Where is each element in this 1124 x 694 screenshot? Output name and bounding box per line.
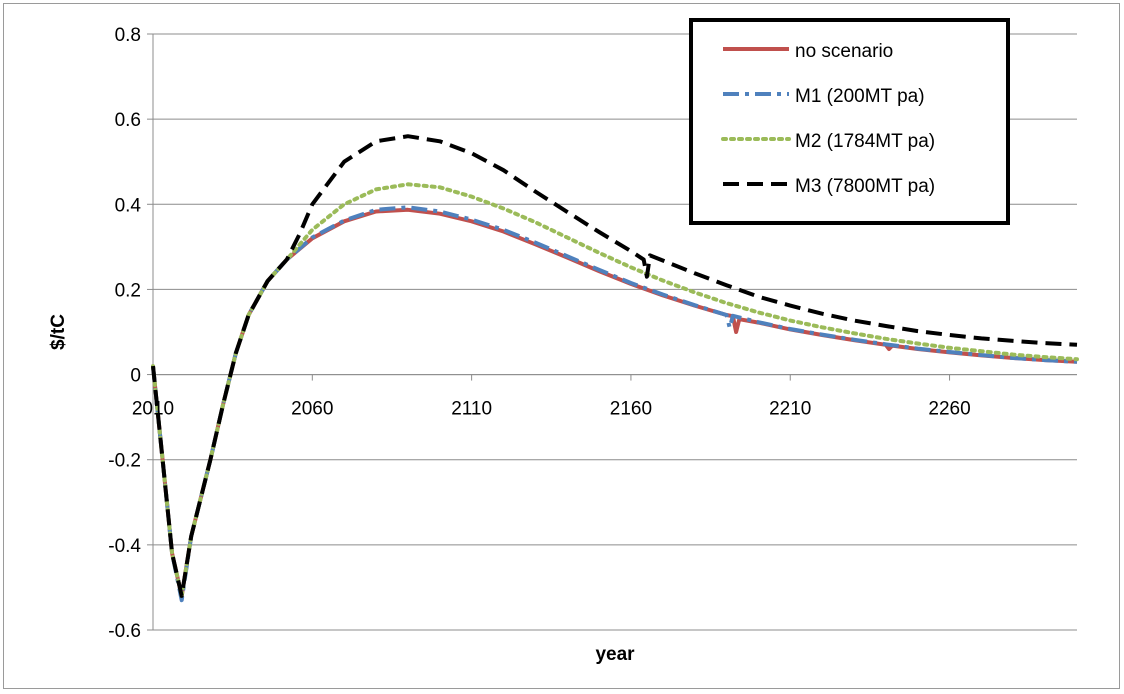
series-line-4 (151, 134, 1078, 598)
chart-area: -0.6 -0.4 -0.2 0 0.2 0.4 0.6 0.8 2010 2060 2110 216… (3, 3, 1120, 689)
y-tick-label: 0.6 (115, 110, 141, 131)
y-tick-label: -0.2 (108, 451, 141, 472)
legend-label-3: M2 (1784MT pa) (795, 131, 935, 152)
y-tick-label: 0.8 (115, 25, 141, 46)
legend: no scenario M1 (200MT pa) M2 (1784MT pa) M3… (689, 18, 1010, 225)
series-lines (151, 134, 1079, 603)
y-tick-label: -0.6 (108, 621, 141, 642)
x-tick-label: 2210 (769, 399, 811, 420)
tick-labels: -0.6 -0.4 -0.2 0 0.2 0.4 0.6 0.8 2010 2060 2110 216… (108, 25, 970, 642)
legend-label-2: M1 (200MT pa) (795, 86, 925, 107)
line-chart: -0.6 -0.4 -0.2 0 0.2 0.4 0.6 0.8 2010 2060 2110 216… (48, 18, 1079, 665)
legend-label-1: no scenario (795, 41, 893, 62)
x-tick-label: 2110 (451, 399, 492, 420)
y-axis-title: $/tC (48, 314, 69, 350)
legend-label-4: M3 (7800MT pa) (795, 176, 935, 197)
y-tick-label: 0 (130, 366, 141, 387)
axes (147, 33, 1077, 631)
y-tick-label: 0.2 (115, 280, 141, 301)
x-tick-label: 2160 (610, 399, 652, 420)
y-tick-label: -0.4 (108, 536, 141, 557)
x-axis-title: year (595, 644, 635, 665)
y-tick-label: 0.4 (115, 195, 142, 216)
x-tick-label: 2010 (132, 399, 174, 420)
x-tick-label: 2060 (291, 399, 333, 420)
legend-box (689, 18, 1010, 225)
x-tick-label: 2260 (928, 399, 970, 420)
